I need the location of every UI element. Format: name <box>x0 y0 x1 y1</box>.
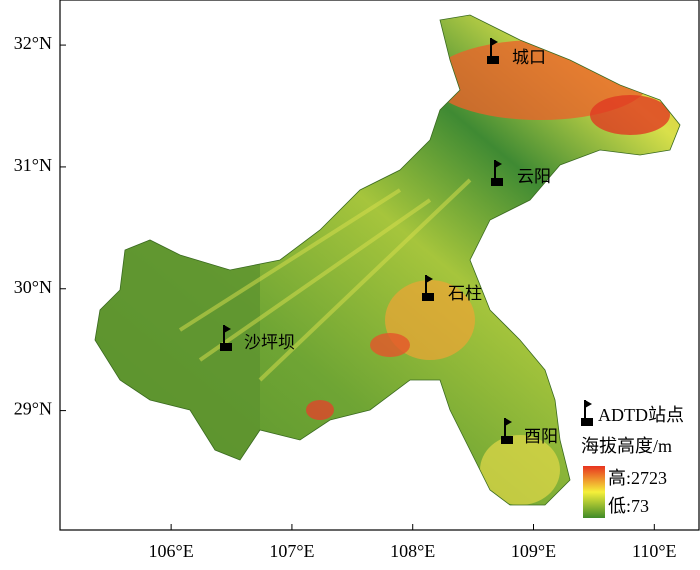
flag-base <box>501 436 513 444</box>
y-tick-label: 32°N <box>14 33 52 53</box>
flag-base <box>487 56 499 64</box>
flag-cloth <box>426 275 433 283</box>
station-label: 酉阳 <box>524 427 558 447</box>
station-marker <box>501 418 513 444</box>
flag-cloth <box>495 160 502 168</box>
legend-station-label: ADTD站点 <box>598 405 684 425</box>
x-tick-label: 110°E <box>632 541 677 561</box>
flag-base <box>581 418 593 426</box>
station-marker <box>220 325 232 351</box>
x-tick-label: 108°E <box>390 541 435 561</box>
map-frame <box>59 0 700 531</box>
x-tick-label: 107°E <box>269 541 314 561</box>
color-bar <box>583 466 605 518</box>
station-label: 云阳 <box>517 167 551 187</box>
y-tick-label: 29°N <box>14 399 52 419</box>
legend: ADTD站点 海拔高度/m 高:2723 低:73 <box>581 405 684 518</box>
legend-high: 高:2723 <box>608 468 667 488</box>
x-tick-label: 106°E <box>149 541 194 561</box>
flag-cloth <box>505 418 512 426</box>
flag-base <box>491 178 503 186</box>
legend-low: 低:73 <box>608 496 649 516</box>
x-tick-label: 109°E <box>511 541 556 561</box>
station-label: 沙坪坝 <box>244 333 295 353</box>
y-tick-label: 30°N <box>14 277 52 297</box>
station-marker <box>422 275 434 301</box>
flag-base <box>220 343 232 351</box>
flag-base <box>422 293 434 301</box>
station-label: 城口 <box>512 48 546 68</box>
flag-cloth <box>491 38 498 46</box>
flag-cloth <box>585 400 592 408</box>
station-label: 石柱 <box>448 284 482 304</box>
flag-cloth <box>224 325 231 333</box>
station-marker <box>491 160 503 186</box>
legend-title: 海拔高度/m <box>581 436 672 456</box>
station-marker <box>487 38 499 64</box>
legend-station-icon <box>581 400 593 426</box>
y-tick-label: 31°N <box>14 155 52 175</box>
